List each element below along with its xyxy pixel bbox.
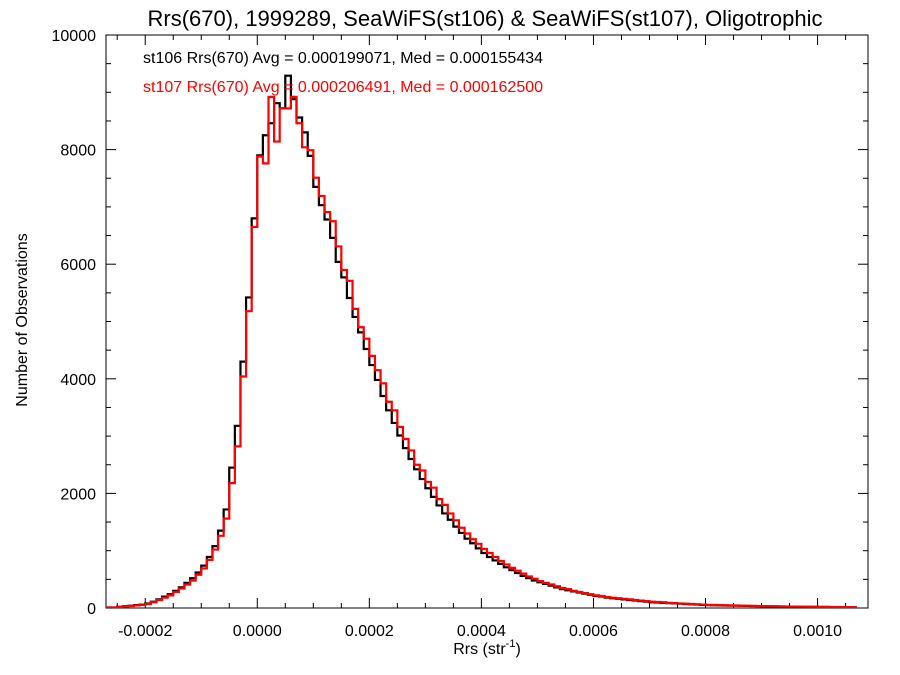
y-tick-label: 4000 [60, 372, 96, 389]
series-layer [106, 74, 857, 608]
annotation-st107: st107 Rrs(670) Avg = 0.000206491, Med = … [143, 79, 543, 96]
x-axis-label-main: Rrs (str [453, 641, 506, 658]
x-tick-label: 0.0006 [569, 623, 618, 640]
axis-ticks [106, 34, 868, 609]
y-axis-label: Number of Observations [14, 233, 31, 406]
y-tick-label: 8000 [60, 143, 96, 160]
x-tick-label: 0.0000 [233, 623, 282, 640]
x-tick-label: -0.0002 [118, 623, 172, 640]
plot-frame [105, 34, 869, 609]
x-tick-labels: -0.0002 0.0000 0.0002 0.0004 0.0006 0.0008 0.0… [118, 623, 842, 640]
y-tick-label: 10000 [52, 28, 97, 45]
y-tick-label: 0 [87, 601, 96, 618]
series-line-st107 [106, 95, 857, 608]
x-tick-label: 0.0010 [793, 623, 842, 640]
annotation-st106: st106 Rrs(670) Avg = 0.000199071, Med = … [143, 50, 543, 67]
chart-title: Rrs(670), 1999289, SeaWiFS(st106) & SeaW… [148, 6, 823, 31]
x-tick-label: 0.0002 [345, 623, 394, 640]
x-tick-label: 0.0004 [457, 623, 506, 640]
series-line-st106 [106, 74, 857, 608]
x-axis-label: Rrs (str-1) [453, 638, 521, 658]
x-tick-label: 0.0008 [681, 623, 730, 640]
x-axis-label-superscript: -1 [506, 638, 516, 650]
y-tick-labels: 0 2000 4000 6000 8000 10000 [52, 28, 97, 618]
x-axis-label-close: ) [515, 641, 520, 658]
y-tick-label: 6000 [60, 257, 96, 274]
y-tick-label: 2000 [60, 486, 96, 503]
